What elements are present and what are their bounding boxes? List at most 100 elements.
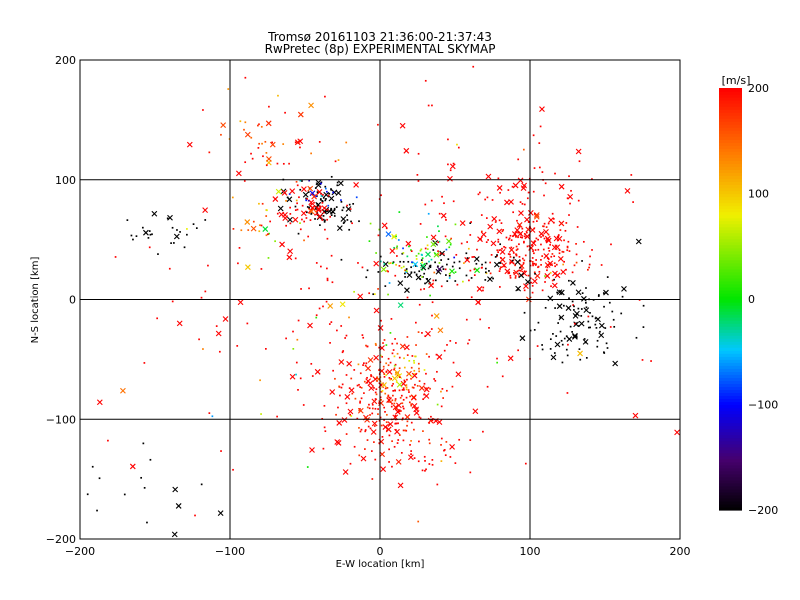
point-cross: [474, 267, 480, 274]
point-dot: [387, 364, 390, 367]
point-dot: [410, 266, 412, 269]
point-dot: [508, 271, 511, 274]
colorbar-segment: [719, 431, 742, 436]
point-dot: [375, 388, 378, 391]
point-dot: [610, 243, 612, 246]
point-dot: [251, 157, 254, 160]
point-dot: [318, 307, 321, 310]
colorbar-segment: [719, 193, 742, 198]
point-dot: [220, 450, 222, 452]
point-dot: [326, 277, 329, 280]
point-dot: [523, 311, 526, 314]
colorbar-segment: [719, 500, 742, 505]
point-dot: [497, 241, 500, 243]
point-dot: [572, 304, 574, 306]
point-dot: [325, 198, 327, 200]
point-dot: [449, 169, 452, 172]
point-cross: [477, 236, 483, 243]
point-dot: [411, 261, 413, 264]
point-dot: [337, 406, 339, 409]
point-dot: [523, 232, 526, 235]
point-dot: [361, 334, 364, 336]
point-dot: [412, 386, 415, 389]
point-cross: [473, 256, 480, 262]
colorbar-segment: [719, 175, 742, 180]
point-dot: [554, 172, 556, 175]
point-dot: [391, 384, 393, 387]
point-dot: [244, 121, 247, 124]
point-dot: [612, 318, 615, 321]
point-dot: [385, 344, 388, 346]
point-dot: [451, 385, 454, 388]
point-dot: [589, 326, 592, 329]
point-cross: [543, 228, 549, 235]
colorbar-segment: [719, 223, 742, 228]
point-dot: [393, 367, 396, 370]
point-dot: [576, 226, 579, 228]
point-dot: [427, 267, 430, 270]
point-dot: [486, 385, 489, 388]
point-dot: [496, 255, 498, 258]
point-dot: [480, 238, 482, 240]
point-dot: [485, 241, 488, 243]
point-dot: [366, 376, 368, 379]
point-dot: [406, 378, 408, 381]
point-dot: [401, 402, 404, 405]
point-dot: [363, 362, 365, 365]
point-dot: [310, 213, 313, 215]
point-dot: [346, 204, 348, 207]
point-dot: [517, 231, 519, 234]
point-dot: [409, 444, 411, 446]
point-dot: [351, 392, 354, 395]
point-cross: [315, 207, 322, 214]
point-dot: [434, 279, 437, 282]
colorbar-segment: [719, 311, 742, 315]
point-dot: [587, 268, 589, 271]
point-cross: [612, 360, 619, 367]
point-dot: [534, 272, 536, 275]
point-dot: [531, 284, 534, 287]
point-dot: [392, 235, 395, 238]
point-dot: [387, 293, 389, 296]
point-dot: [403, 366, 406, 369]
colorbar-segment: [719, 497, 742, 502]
point-dot: [472, 65, 475, 68]
colorbar-segment: [719, 473, 742, 478]
point-dot: [322, 193, 324, 196]
point-dot: [602, 292, 605, 294]
point-dot: [170, 242, 172, 244]
colorbar-segment: [719, 88, 742, 92]
colorbar-segment: [719, 344, 742, 348]
point-dot: [587, 315, 590, 318]
point-cross: [311, 193, 318, 200]
point-dot: [192, 223, 195, 225]
point-dot: [398, 389, 401, 392]
point-dot: [424, 79, 427, 82]
point-dot: [595, 327, 598, 329]
colorbar-segment: [719, 292, 742, 297]
point-dot: [365, 344, 367, 347]
colorbar-segment: [719, 440, 742, 445]
point-cross: [446, 238, 452, 245]
point-dot: [501, 375, 504, 378]
point-dot: [559, 330, 562, 333]
colorbar-segment: [719, 181, 742, 186]
point-dot: [515, 254, 518, 257]
point-dot: [454, 280, 457, 282]
point-dot: [526, 245, 529, 248]
point-dot: [218, 350, 221, 353]
point-cross: [294, 139, 301, 146]
point-dot: [410, 453, 412, 456]
point-dot: [553, 278, 555, 281]
point-dot: [426, 244, 429, 247]
point-cross: [380, 466, 387, 473]
point-dot: [322, 211, 325, 214]
point-dot: [514, 277, 517, 279]
colorbar-segment: [719, 314, 742, 318]
point-dot: [451, 265, 454, 268]
point-dot: [318, 141, 321, 143]
point-dot: [579, 358, 582, 361]
point-dot: [398, 265, 401, 267]
point-dot: [374, 407, 377, 410]
point-dot: [220, 133, 222, 136]
